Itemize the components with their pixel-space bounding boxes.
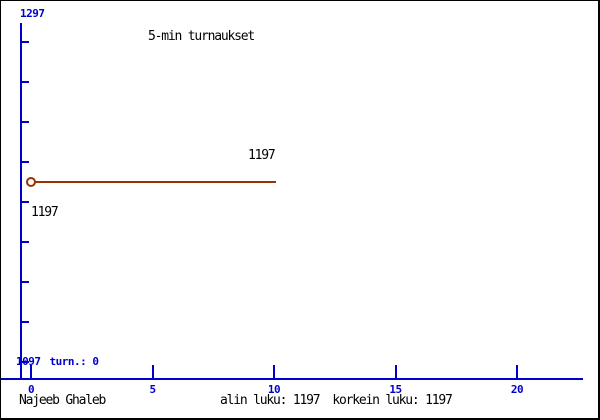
y-axis-min-row: 1097 turn.: 0 <box>16 355 99 368</box>
data-line <box>31 181 276 183</box>
y-axis-tick <box>22 81 29 83</box>
y-axis-tick <box>22 121 29 123</box>
y-axis-max-label: 1297 <box>20 7 45 20</box>
x-axis-tick-label: 10 <box>267 383 281 396</box>
y-axis-min-label: 1097 <box>16 355 41 368</box>
x-axis-tick <box>516 365 518 378</box>
line-value-label-high: 1197 <box>248 148 276 163</box>
x-axis-tick <box>273 365 275 378</box>
y-axis-tick <box>22 201 29 203</box>
stat-max-label: korkein luku: 1197 <box>332 393 452 408</box>
x-axis-tick <box>394 365 397 378</box>
line-value-label-low: 1197 <box>31 205 59 220</box>
x-axis-tick <box>30 365 32 378</box>
x-axis-tick-label: 5 <box>149 383 156 396</box>
x-axis-tick-label: 15 <box>389 383 402 396</box>
x-axis-line <box>1 378 583 380</box>
y-axis-tick <box>22 281 29 283</box>
y-axis-tick <box>22 41 29 43</box>
y-axis-tick <box>22 241 29 243</box>
stat-min-label: alin luku: 1197 <box>220 393 321 408</box>
x-axis-tick-label: 0 <box>27 383 35 396</box>
y-axis-tick <box>22 361 29 363</box>
footer-author: Najeeb Ghaleb <box>19 393 106 408</box>
y-axis-tick <box>22 161 29 163</box>
data-point-marker <box>26 177 36 187</box>
y-axis-line <box>20 23 22 380</box>
x-axis-tick <box>151 365 154 378</box>
x-axis-tick-label: 20 <box>510 383 524 396</box>
footer-stats: alin luku: 1197 korkein luku: 1197 <box>220 393 453 408</box>
turn-count-label: turn.: 0 <box>49 355 99 368</box>
chart-title: 5-min turnaukset <box>148 29 255 44</box>
y-axis-tick <box>22 321 29 323</box>
